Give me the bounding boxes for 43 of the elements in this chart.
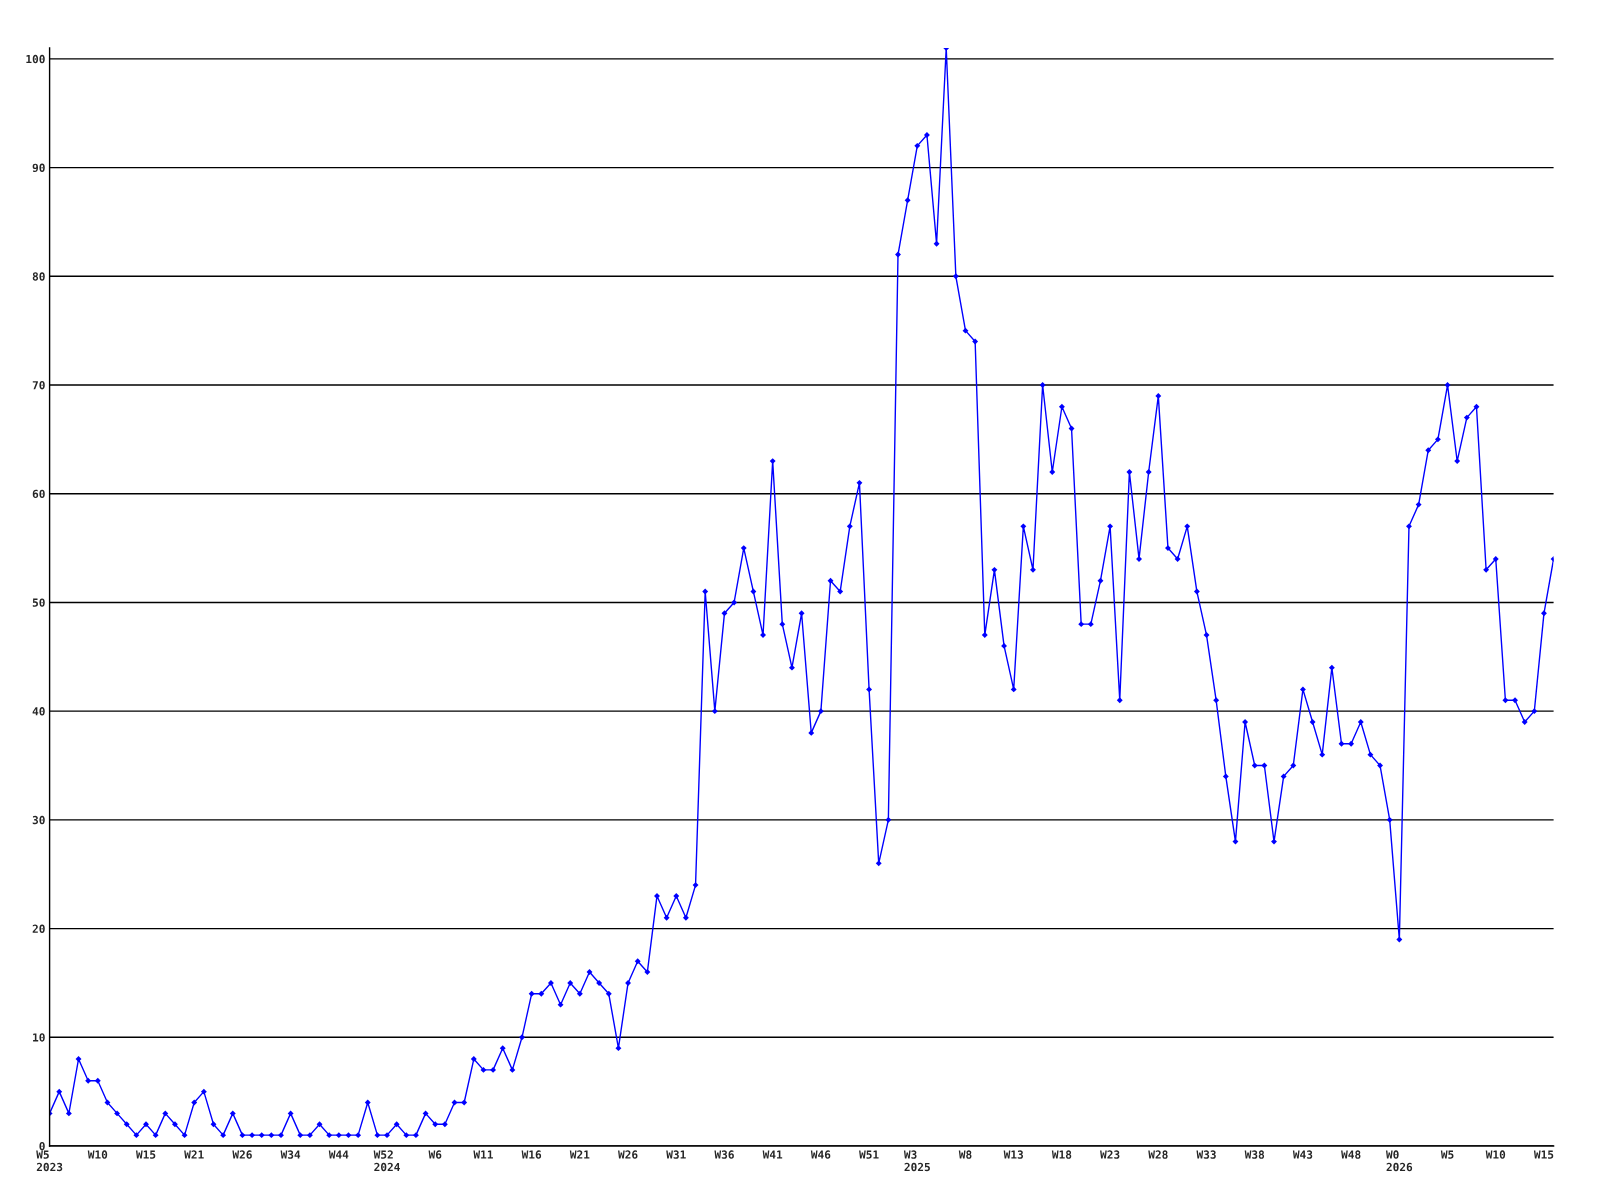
x-tick-label: W5 2023 — [36, 1150, 63, 1172]
y-tick-label: 80 — [32, 272, 45, 281]
y-tick-label: 90 — [32, 163, 45, 173]
x-tick-label: W33 — [1196, 1150, 1216, 1159]
x-tick-label: W15 — [135, 1150, 156, 1159]
y-tick-label: 0 — [39, 1141, 45, 1151]
x-tick-label: W26 — [232, 1150, 252, 1159]
x-tick-label: W41 — [762, 1150, 783, 1159]
y-tick-label: 40 — [32, 707, 45, 716]
x-tick-label: W18 — [1051, 1150, 1072, 1159]
x-tick-label: W3 2025 — [903, 1150, 930, 1172]
x-tick-label: W16 — [521, 1150, 542, 1159]
y-tick-label: 50 — [32, 598, 45, 607]
x-tick-label: W13 — [1003, 1150, 1024, 1159]
x-tick-label: W15 — [1533, 1150, 1554, 1159]
x-tick-label: W46 — [810, 1150, 831, 1159]
x-tick-label: W0 2026 — [1385, 1150, 1413, 1172]
y-tick-label: 70 — [32, 380, 45, 390]
x-tick-label: W26 — [618, 1150, 638, 1159]
x-tick-label: W21 — [184, 1150, 204, 1159]
x-tick-label: W21 — [569, 1150, 590, 1159]
x-tick-label: W36 — [714, 1150, 734, 1159]
x-tick-label: W8 — [958, 1150, 972, 1159]
y-tick-label: 20 — [32, 924, 45, 933]
y-tick-label: 60 — [32, 489, 45, 499]
y-tick-label: 100 — [26, 54, 45, 64]
y-tick-label: 30 — [32, 815, 45, 825]
x-tick-label: W34 — [280, 1150, 301, 1159]
x-tick-label: W44 — [328, 1150, 349, 1159]
x-tick-label: W11 — [473, 1150, 493, 1159]
x-tick-label: W52 2024 — [373, 1150, 400, 1172]
y-tick-label: 10 — [33, 1033, 45, 1042]
x-tick-label: W28 — [1148, 1150, 1168, 1159]
x-tick-label: W5 — [1440, 1150, 1454, 1159]
x-tick-label: W43 — [1292, 1150, 1313, 1159]
x-tick-label: W23 — [1100, 1150, 1120, 1159]
x-tick-label: W48 — [1341, 1150, 1361, 1159]
x-tick-label: W38 — [1244, 1150, 1265, 1159]
x-tick-label: W10 — [87, 1150, 108, 1159]
x-tick-label: W31 — [666, 1150, 686, 1159]
x-tick-label: W6 — [428, 1150, 442, 1159]
x-tick-label: W51 — [859, 1150, 879, 1159]
x-tick-label: W10 — [1485, 1150, 1506, 1159]
